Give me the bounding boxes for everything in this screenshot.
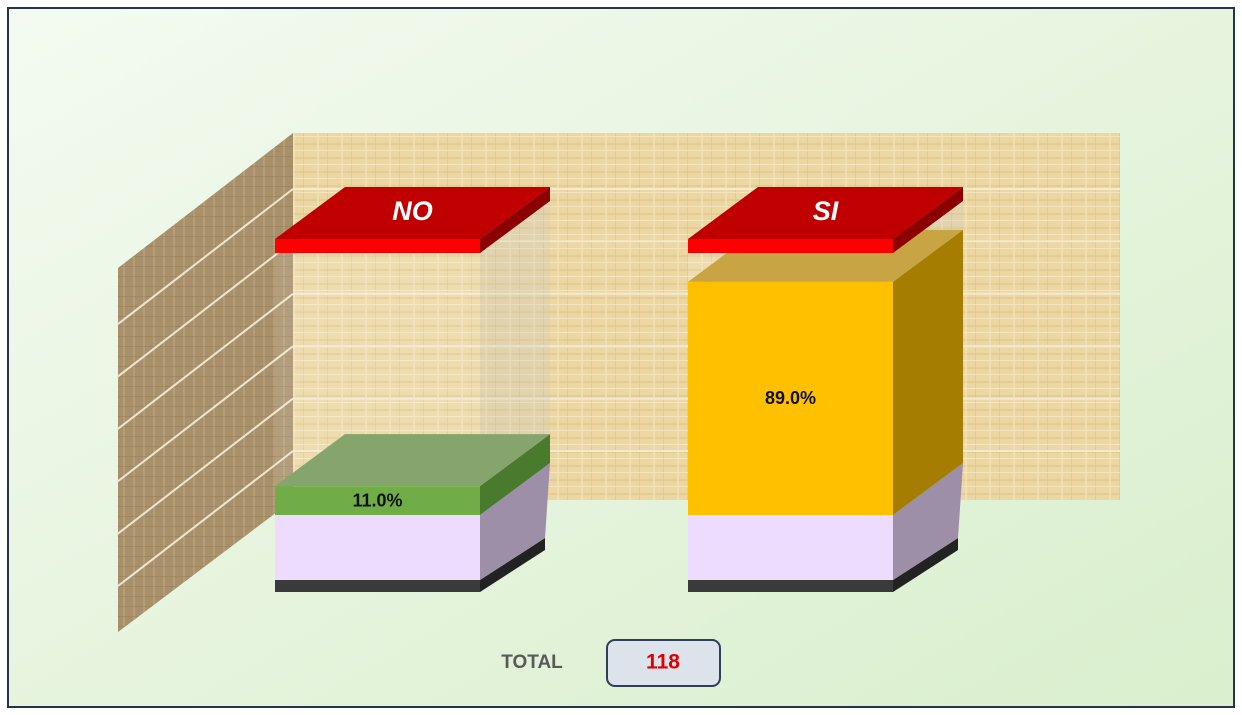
bar-group: 89.0% SI	[688, 187, 963, 592]
cap-front	[688, 239, 893, 253]
total-value: 118	[646, 651, 680, 674]
chart: 11.0% NO 89.0% SI TOTAL 118	[0, 0, 1242, 715]
bar-group: 11.0% NO	[275, 187, 550, 592]
category-label: SI	[813, 196, 839, 226]
value-label: 11.0%	[352, 490, 402, 510]
value-label: 89.0%	[765, 388, 816, 408]
total-label: TOTAL	[501, 652, 563, 673]
bar-base	[688, 515, 893, 580]
category-label: NO	[392, 196, 433, 226]
bar-base	[275, 515, 480, 580]
bar-base	[688, 580, 893, 592]
bar-base	[275, 580, 480, 592]
cap-front	[275, 239, 480, 253]
